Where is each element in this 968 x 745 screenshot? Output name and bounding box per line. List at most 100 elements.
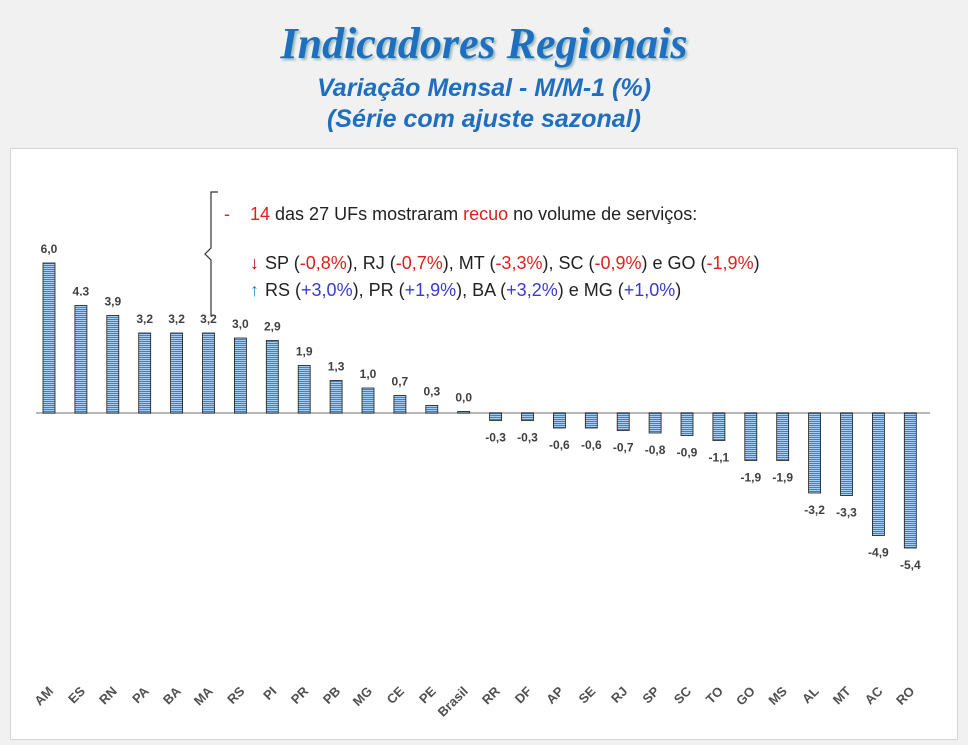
data-label: 2,9	[264, 320, 281, 334]
note-value: -0,8%	[299, 253, 347, 273]
note-dash: -	[224, 204, 230, 224]
bar-to	[712, 412, 726, 441]
category-label: MA	[191, 683, 216, 708]
bar-ce	[393, 395, 407, 414]
note-uf: GO	[667, 253, 696, 273]
bar-rs	[233, 337, 247, 414]
note-uf: MT	[458, 253, 485, 273]
bar-se	[584, 412, 598, 429]
note-count: 14	[250, 204, 271, 224]
note-separator: )	[675, 280, 682, 300]
bar-pe	[425, 405, 439, 414]
note-separator: ),	[456, 280, 473, 300]
category-label: PI	[260, 684, 279, 703]
data-label: 4.3	[73, 285, 90, 299]
category-label: GO	[733, 684, 758, 709]
data-label: 3,9	[104, 295, 121, 309]
up-arrow-icon: ↑	[250, 280, 259, 300]
data-label: -1,1	[709, 451, 730, 465]
data-label: -0,6	[581, 438, 602, 452]
data-label: 0,0	[455, 391, 472, 405]
data-label: 6,0	[41, 242, 58, 256]
page-title: Indicadores Regionais	[280, 19, 688, 68]
bar-pr	[297, 365, 311, 414]
data-label: -3,3	[836, 506, 857, 520]
subtitle-series: (Série com ajuste sazonal)	[326, 105, 641, 133]
note-line-summary: -14 das 27 UFs mostraram recuo no volume…	[224, 204, 697, 225]
category-label: RN	[96, 684, 120, 708]
bar-pa	[138, 332, 152, 414]
bar-ro	[903, 412, 917, 549]
data-label: -0,7	[613, 441, 634, 455]
note-separator: ),	[352, 280, 369, 300]
category-label: RR	[479, 683, 503, 707]
data-label: 3,2	[200, 312, 217, 326]
data-label: -3,2	[804, 503, 825, 517]
category-label: BA	[160, 683, 184, 707]
bar-rr	[489, 412, 503, 421]
note-value: -1,9%	[706, 253, 754, 273]
note-uf: BA	[472, 280, 496, 300]
category-label: AC	[862, 683, 886, 707]
note-uf: MG	[583, 280, 613, 300]
data-label: 3,2	[168, 312, 185, 326]
bar-sp	[648, 412, 662, 434]
category-label: SP	[639, 683, 662, 706]
note-separator: ) e	[641, 253, 668, 273]
note-separator: )	[753, 253, 760, 273]
category-label: AP	[543, 683, 567, 707]
note-value: -3,3%	[495, 253, 543, 273]
data-label: -0,3	[485, 431, 506, 445]
note-separator: ),	[346, 253, 363, 273]
data-label: 1,3	[328, 360, 345, 374]
data-label: -0,6	[549, 438, 570, 452]
category-label: PR	[288, 683, 312, 707]
data-label: -0,9	[677, 446, 698, 460]
note-value: +1,9%	[404, 280, 457, 300]
bar-go	[744, 412, 758, 461]
data-label: 1,0	[360, 367, 377, 381]
note-separator: ),	[542, 253, 559, 273]
note-uf: SC	[558, 253, 584, 273]
category-label: PE	[416, 683, 439, 706]
growth-list: RS (+3,0%), PR (+1,9%), BA (+3,2%) e MG …	[265, 280, 682, 300]
bar-ms	[776, 412, 790, 461]
down-arrow-icon: ↓	[250, 253, 259, 273]
bar-mg	[361, 387, 375, 414]
category-label: AM	[31, 684, 56, 709]
category-label: ES	[65, 683, 88, 706]
note-value: +1,0%	[623, 280, 676, 300]
data-label: -0,8	[645, 443, 666, 457]
note-text-2: no volume de serviços:	[508, 204, 698, 224]
category-label: MT	[830, 683, 854, 707]
category-label: SC	[671, 683, 695, 707]
category-label: RS	[224, 683, 248, 707]
data-label: -0,3	[517, 431, 538, 445]
category-label: MG	[350, 684, 375, 709]
note-value: +3,2%	[506, 280, 558, 300]
note-line-decline: ↓ SP (-0,8%), RJ (-0,7%), MT (-3,3%), SC…	[250, 253, 760, 274]
data-label: 1,9	[296, 345, 313, 359]
bar-al	[808, 412, 821, 494]
note-uf: RJ	[362, 253, 385, 273]
bar-mt	[840, 412, 853, 496]
data-label: 0,3	[423, 385, 440, 399]
bar-pb	[329, 380, 343, 414]
note-text-1: das 27 UFs mostraram	[270, 204, 464, 224]
category-label: PB	[320, 684, 343, 707]
note-line-growth: ↑ RS (+3,0%), PR (+1,9%), BA (+3,2%) e M…	[250, 280, 681, 301]
data-label: 3,2	[136, 312, 153, 326]
note-uf: RS	[265, 280, 291, 300]
chart-panel	[10, 148, 958, 740]
bar-rn	[106, 315, 120, 414]
data-label: -5,4	[900, 558, 921, 572]
category-label: RO	[893, 684, 917, 708]
note-separator: ) e	[557, 280, 584, 300]
note-recuo: recuo	[463, 204, 509, 224]
category-label: AL	[799, 683, 822, 706]
bar-brasil	[457, 411, 471, 414]
category-label: SE	[576, 683, 599, 706]
category-label: CE	[384, 683, 408, 707]
category-label: MS	[765, 683, 790, 708]
